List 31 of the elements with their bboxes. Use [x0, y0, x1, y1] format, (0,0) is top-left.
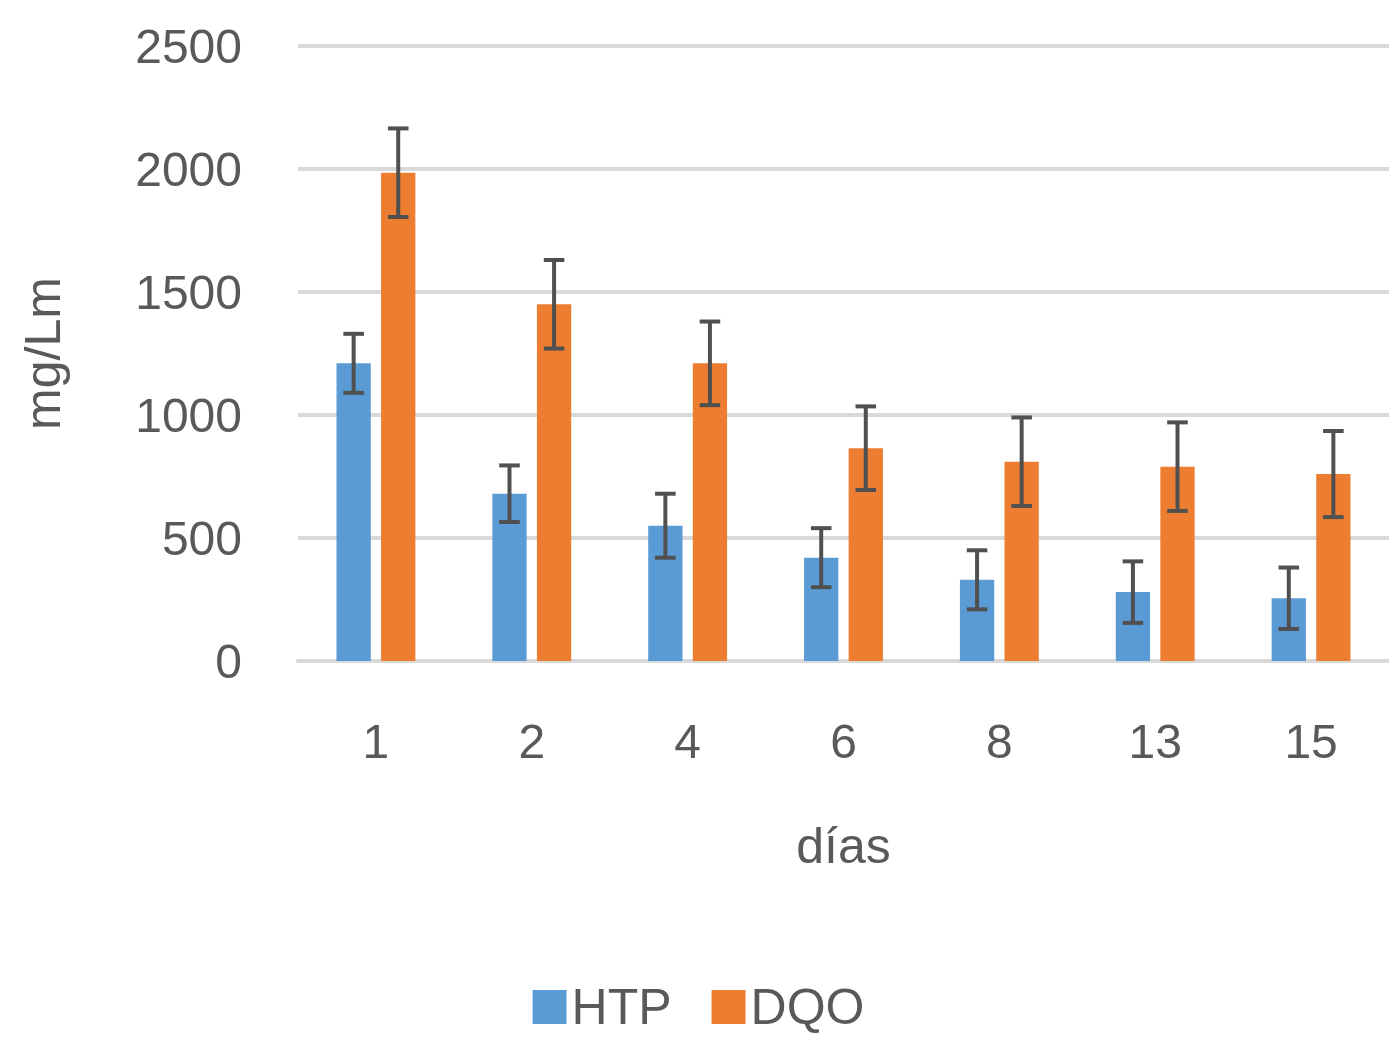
bar [1316, 474, 1351, 661]
x-tick-label: 6 [830, 714, 857, 768]
bar [1115, 592, 1151, 661]
bar [692, 363, 728, 661]
y-tick-label: 1500 [135, 265, 242, 319]
y-tick-label: 500 [161, 511, 242, 565]
x-tick-label: 4 [674, 714, 701, 768]
bar [848, 448, 883, 661]
bar [804, 557, 839, 661]
bar [1004, 461, 1039, 661]
legend-label: DQO [750, 979, 865, 1035]
y-tick-label: 2000 [135, 142, 242, 196]
bar [381, 172, 416, 661]
bar [536, 304, 572, 661]
x-tick-label: 1 [362, 714, 390, 768]
y-axis-title: mg/Lm [15, 277, 71, 430]
bar [1160, 466, 1195, 661]
bar [336, 363, 371, 661]
y-tick-label: 0 [215, 634, 242, 688]
bar [648, 525, 683, 661]
x-tick-label: 8 [986, 714, 1013, 768]
bar [492, 493, 527, 661]
x-tick-label: 2 [518, 714, 546, 768]
legend-label: HTP [571, 979, 672, 1035]
y-tick-label: 1000 [135, 388, 242, 442]
bar [959, 579, 995, 661]
x-tick-label: 13 [1128, 714, 1182, 768]
bar [1271, 598, 1306, 661]
x-axis-title: días [796, 818, 891, 874]
x-tick-label: 15 [1284, 714, 1338, 768]
y-tick-label: 2500 [135, 19, 242, 73]
